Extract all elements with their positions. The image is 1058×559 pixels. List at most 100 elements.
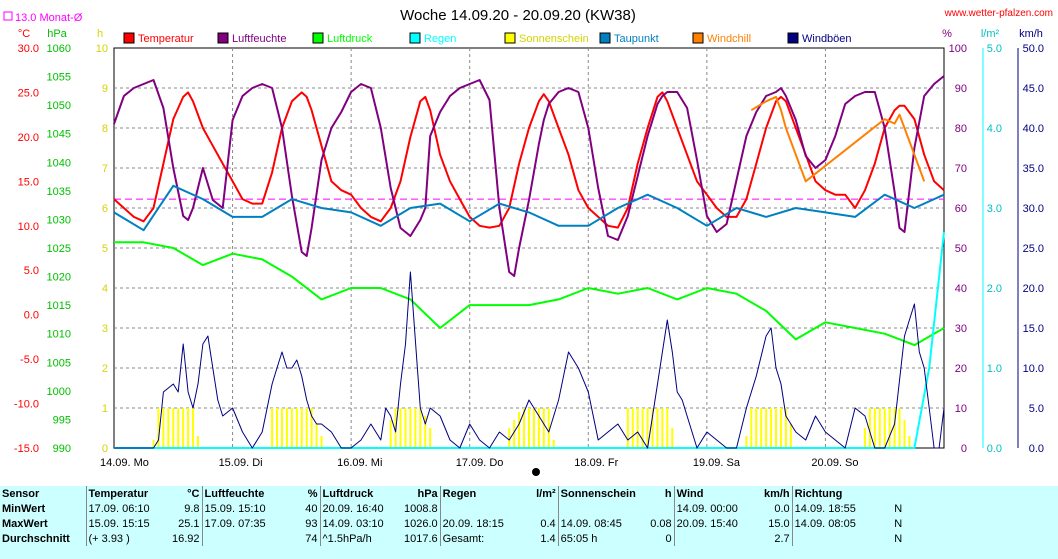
stats-table-panel: Sensor Temperatur °C Luftfeuchte % Luftd…: [0, 486, 1058, 559]
sunshine-bar: [196, 436, 199, 448]
day-label: 18.09. Fr: [574, 457, 618, 469]
series-line: [114, 231, 945, 449]
wind-axis-tick: 30.0: [1023, 203, 1044, 215]
sunshine-bar: [641, 408, 644, 448]
pressure-axis-tick: 1035: [47, 186, 71, 198]
sunshine-bar: [305, 408, 308, 448]
unit-rain: l/m²: [981, 28, 1000, 40]
avg-legend-label: 13.0 Monat-Ø: [15, 12, 83, 24]
legend-swatch: [312, 32, 324, 44]
sunshine-bar: [636, 408, 639, 448]
wind-axis-tick: 25.0: [1023, 243, 1044, 255]
sunshine-bar: [182, 408, 185, 448]
stats-table: Sensor Temperatur °C Luftfeuchte % Luftd…: [0, 486, 904, 546]
series-line: [113, 75, 945, 277]
cell-temp-time: (+ 3.93 ): [85, 531, 168, 546]
sunshine-bar: [429, 428, 432, 448]
cell-rain-time: [439, 501, 523, 516]
pressure-axis-tick: 1020: [47, 272, 71, 284]
hdr-press: Luftdruck: [319, 486, 402, 501]
sunshine-axis-tick: 3: [102, 323, 108, 335]
cell-rain-time: 20.09. 18:15: [439, 516, 523, 531]
cell-wind-time: 14.09. 00:00: [673, 501, 757, 516]
temp-axis-tick: -15.0: [14, 443, 39, 455]
hdr-rain-unit: l/m²: [536, 487, 556, 500]
sunshine-bar: [671, 428, 674, 448]
pressure-axis-tick: 1010: [47, 329, 71, 341]
sunshine-bar: [888, 408, 891, 448]
cell-hum-value: 40: [305, 502, 318, 515]
sunshine-bar: [192, 408, 195, 448]
legend-label: Temperatur: [138, 33, 194, 45]
temp-axis-tick: 25.0: [18, 87, 39, 99]
wind-axis-tick: 45.0: [1023, 83, 1044, 95]
cell-sun-time: [557, 501, 645, 516]
hdr-rain: Regen: [439, 486, 523, 501]
cell-dir-time: 14.09. 08:05: [791, 516, 875, 531]
cell-hum-value: 93: [305, 517, 318, 530]
rain-axis-tick: 2.0: [987, 283, 1002, 295]
sunshine-bar: [868, 408, 871, 448]
sunshine-bar: [631, 408, 634, 448]
sunshine-bar: [755, 408, 758, 448]
legend-label: Taupunkt: [614, 33, 659, 45]
wind-axis-tick: 5.0: [1029, 403, 1044, 415]
temp-axis-tick: -10.0: [14, 399, 39, 411]
humidity-axis-tick: 10: [955, 403, 967, 415]
sunshine-bar: [661, 408, 664, 448]
series-line: [114, 241, 945, 347]
new-moon-icon: [532, 468, 540, 476]
sunshine-bar: [646, 408, 649, 448]
cell-press-value: 1026.0: [404, 517, 438, 530]
sunshine-axis-tick: 9: [102, 83, 108, 95]
cell-press-value: 1017.6: [404, 532, 438, 545]
legend-label: Windböen: [802, 33, 852, 45]
legend-label: Luftdruck: [327, 33, 373, 45]
rain-axis-tick: 0.0: [987, 443, 1002, 455]
hdr-temp-unit: °C: [187, 487, 200, 500]
sunshine-bar: [789, 424, 792, 448]
cell-temp-value: 16.92: [171, 532, 200, 545]
grid-lines: [113, 47, 945, 449]
cell-sun-value: [644, 501, 674, 516]
cell-sun-time: 65:05 h: [557, 531, 645, 546]
sunshine-axis-tick: 7: [102, 163, 108, 175]
sunshine-bar: [552, 440, 555, 448]
row-label: MinWert: [2, 502, 46, 515]
day-label: 14.09. Mo: [100, 457, 149, 469]
temp-axis-tick: -5.0: [20, 354, 39, 366]
cell-press-time: 14.09. 03:10: [319, 516, 402, 531]
legend-swatch: [692, 32, 704, 44]
cell-dir-value: N: [894, 532, 903, 545]
sunshine-bar: [784, 408, 787, 448]
hdr-sensor: Sensor: [2, 487, 40, 500]
sunshine-bar: [310, 408, 313, 448]
sunshine-bar: [409, 408, 412, 448]
temp-axis-tick: 20.0: [18, 132, 39, 144]
legend-swatch: [409, 32, 421, 44]
hdr-hum: Luftfeuchte: [201, 486, 284, 501]
temp-axis-tick: 15.0: [18, 176, 39, 188]
site-link[interactable]: www.wetter-pfalzen.com: [944, 8, 1053, 19]
hdr-sun: Sonnenschein: [557, 486, 645, 501]
cell-rain-value: 0.4: [540, 517, 556, 530]
sunshine-bar: [300, 408, 303, 448]
sunshine-bars: [152, 408, 911, 448]
cell-wind-value: 0.0: [774, 502, 790, 515]
legend-swatch: [787, 32, 799, 44]
sunshine-bar: [651, 408, 654, 448]
sunshine-bar: [389, 420, 392, 448]
cell-hum-time: 17.09. 07:35: [201, 516, 284, 531]
sunshine-bar: [162, 408, 165, 448]
legend-label: Sonnenschein: [519, 33, 589, 45]
hdr-sun-unit: h: [664, 487, 672, 500]
x-axis-labels: 14.09. Mo 15.09. Di 16.09. Mi 17.09. Do 18.0…: [100, 457, 859, 469]
sunshine-bar: [424, 416, 427, 448]
sunshine-axis-tick: 0: [102, 443, 108, 455]
sunshine-bar: [878, 408, 881, 448]
stats-row-min: MinWert 17.09. 06:10 9.8 15.09. 15:10 40…: [0, 501, 904, 516]
cell-dir-value: N: [894, 502, 903, 515]
sunshine-bar: [295, 408, 298, 448]
row-label: Durchschnitt: [2, 532, 70, 545]
humidity-axis-tick: 0: [961, 443, 967, 455]
